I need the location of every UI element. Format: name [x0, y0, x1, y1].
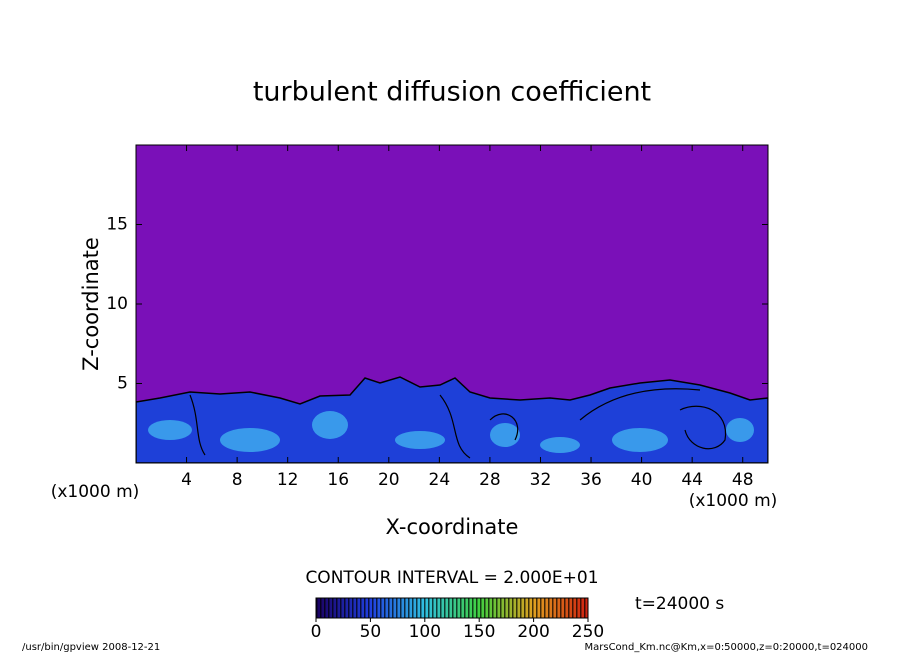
colorbar-stripes	[316, 598, 588, 618]
contour-interval: CONTOUR INTERVAL = 2.000E+01	[305, 568, 598, 588]
footer-right: MarsCond_Km.nc@Km,x=0:50000,z=0:20000,t=…	[585, 642, 869, 653]
x-tick-label: 44	[681, 470, 703, 490]
colorbar-tick-label: 50	[360, 622, 382, 642]
x-tick-label: 32	[530, 470, 552, 490]
y-axis-label: Z-coordinate	[79, 237, 103, 371]
turbulent-eddies	[148, 411, 754, 453]
x-tick-label: 40	[631, 470, 653, 490]
x-tick-label: 16	[327, 470, 349, 490]
y-tick-label: 5	[117, 374, 128, 394]
x-unit-label: (x1000 m)	[51, 482, 140, 502]
field	[136, 145, 768, 463]
contour-lines	[189, 388, 727, 459]
colorbar-tick-label: 200	[517, 622, 549, 642]
x-axis-label: X-coordinate	[386, 515, 519, 539]
y-tick-label: 10	[106, 294, 128, 314]
x-tick-label: 4	[181, 470, 192, 490]
x-unit-label: (x1000 m)	[689, 491, 778, 511]
y-tick-label: 15	[106, 215, 128, 235]
x-tick-label: 24	[429, 470, 451, 490]
chart-title: turbulent diffusion coefficient	[253, 77, 651, 108]
time-label: t=24000 s	[635, 594, 724, 614]
footer-left: /usr/bin/gpview 2008-12-21	[22, 642, 160, 653]
x-tick-label: 20	[378, 470, 400, 490]
x-tick-label: 8	[232, 470, 243, 490]
colorbar-tick-label: 0	[311, 622, 322, 642]
x-tick-label: 12	[277, 470, 299, 490]
colorbar-tick-label: 100	[409, 622, 441, 642]
x-tick-label: 36	[580, 470, 602, 490]
colorbar-tick-label: 250	[572, 622, 604, 642]
colorbar-tick-label: 150	[463, 622, 495, 642]
x-tick-label: 48	[732, 470, 754, 490]
x-tick-label: 28	[479, 470, 501, 490]
